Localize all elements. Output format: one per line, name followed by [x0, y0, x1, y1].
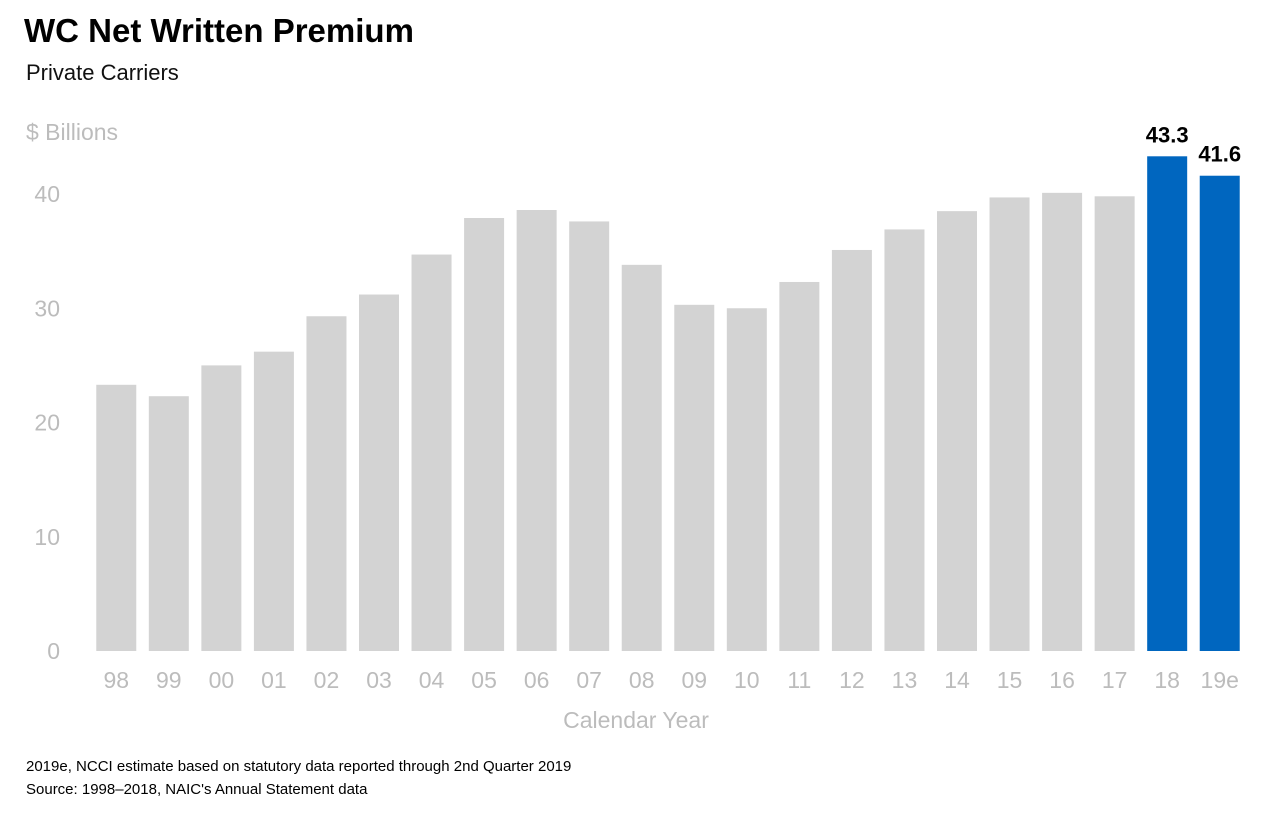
y-tick-label: 30	[34, 295, 60, 321]
x-tick-label: 17	[1102, 667, 1128, 693]
bar-chart: $ Billions 0 10 20 30 40 98 99 00 01 02 03 04 05 06 07 0…	[26, 119, 1241, 733]
bar-02	[306, 316, 347, 651]
bar-98	[96, 384, 137, 651]
footnote-estimate: 2019e, NCCI estimate based on statutory …	[26, 758, 572, 775]
bar-15	[989, 197, 1030, 652]
x-tick-label: 02	[314, 667, 340, 693]
x-tick-label: 03	[366, 667, 392, 693]
y-tick-label: 10	[34, 524, 60, 550]
x-tick-label: 00	[209, 667, 235, 693]
y-tick-label: 40	[34, 181, 60, 207]
bar-18	[1147, 156, 1188, 652]
y-axis-label: $ Billions	[26, 119, 118, 145]
bar-16	[1042, 192, 1083, 652]
data-label-19e: 41.6	[1198, 142, 1241, 167]
x-tick-label: 10	[734, 667, 760, 693]
x-tick-label: 18	[1154, 667, 1180, 693]
x-tick-label: 07	[576, 667, 602, 693]
x-tick-label: 98	[103, 667, 129, 693]
bar-05	[464, 217, 505, 651]
bar-10	[726, 308, 767, 651]
bar-11	[779, 281, 820, 651]
bar-04	[411, 254, 452, 652]
bar-99	[148, 396, 189, 651]
footnote-source: Source: 1998–2018, NAIC's Annual Stateme…	[26, 781, 368, 798]
x-tick-label: 99	[156, 667, 182, 693]
x-tick-label: 12	[839, 667, 865, 693]
x-tick-label: 06	[524, 667, 550, 693]
bar-13	[884, 229, 925, 652]
x-tick-label: 01	[261, 667, 287, 693]
bar-17	[1094, 196, 1135, 651]
bar-08	[621, 264, 662, 651]
bar-06	[516, 209, 557, 651]
x-axis-label: Calendar Year	[563, 707, 709, 733]
bar-09	[674, 304, 715, 651]
bar-14	[937, 211, 977, 651]
x-tick-label: 15	[997, 667, 1023, 693]
data-label-18: 43.3	[1146, 122, 1189, 147]
x-tick-label: 14	[944, 667, 970, 693]
x-tick-label: 04	[419, 667, 445, 693]
chart-title: WC Net Written Premium	[24, 12, 414, 49]
bar-07	[569, 221, 610, 652]
bar-12	[831, 249, 872, 652]
bar-19e	[1199, 175, 1240, 651]
y-tick-label: 0	[47, 638, 60, 664]
x-tick-label: 13	[892, 667, 918, 693]
x-tick-label: 08	[629, 667, 655, 693]
x-tick-label: 16	[1049, 667, 1075, 693]
y-tick-label: 20	[34, 410, 60, 436]
x-tick-label: 05	[471, 667, 497, 693]
chart-subtitle: Private Carriers	[26, 60, 179, 85]
bar-03	[359, 294, 399, 651]
x-tick-label: 11	[787, 667, 811, 693]
bar-00	[201, 365, 242, 651]
x-tick-label: 19e	[1201, 667, 1239, 693]
bar-01	[253, 351, 294, 651]
x-tick-label: 09	[681, 667, 707, 693]
